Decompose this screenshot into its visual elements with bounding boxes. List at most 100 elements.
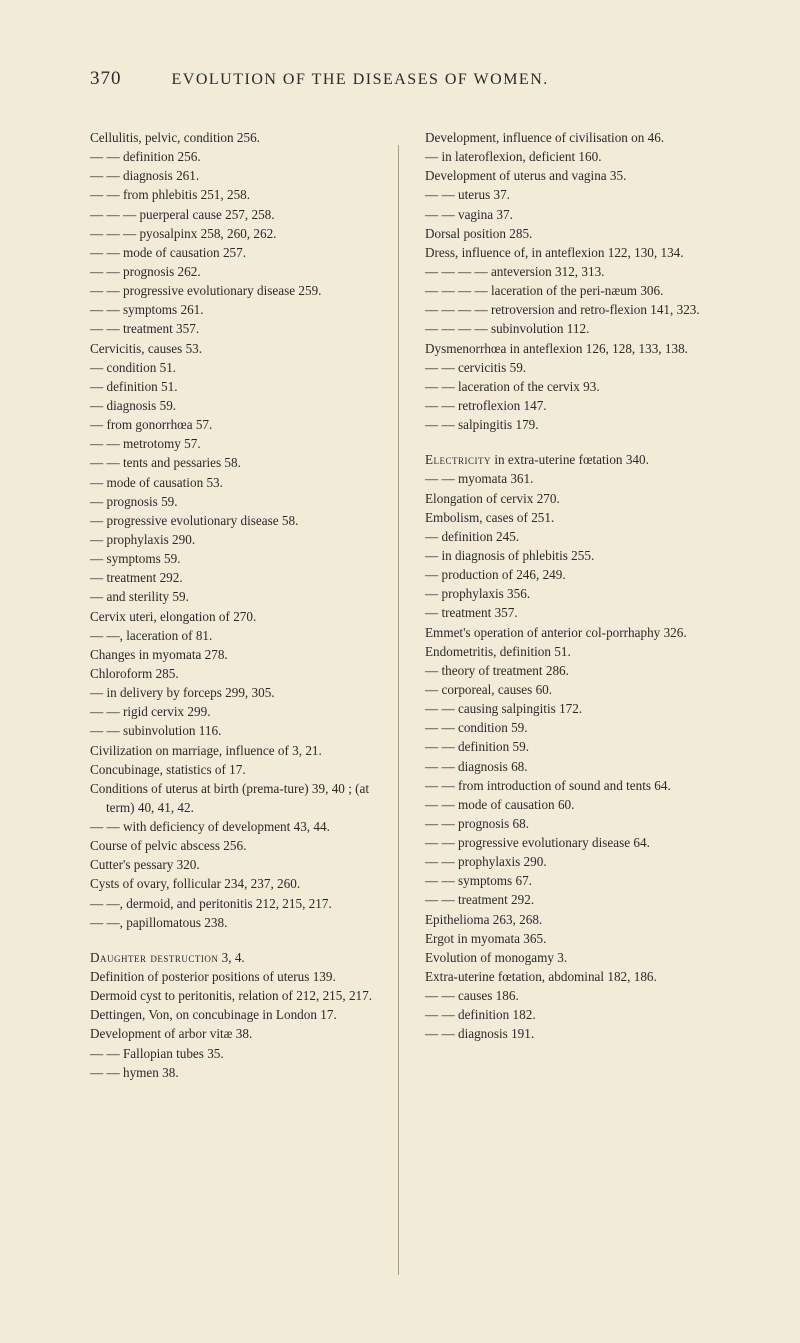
index-entry: Endometritis, definition 51. <box>425 642 732 661</box>
index-entry: — theory of treatment 286. <box>425 661 732 680</box>
index-entry: — — — pyosalpinx 258, 260, 262. <box>90 224 397 243</box>
index-entry: — —, laceration of 81. <box>90 626 397 645</box>
index-entry: — — uterus 37. <box>425 185 732 204</box>
index-entry: Changes in myomata 278. <box>90 645 397 664</box>
index-entry: — — — — retroversion and retro-flexion 1… <box>425 300 732 319</box>
index-entry: Conditions of uterus at birth (prema-tur… <box>90 779 397 817</box>
index-entry: Cysts of ovary, follicular 234, 237, 260… <box>90 874 397 893</box>
index-entry: Daughter destruction 3, 4. <box>90 948 397 967</box>
index-entry: — in lateroflexion, deficient 160. <box>425 147 732 166</box>
index-entry: — definition 51. <box>90 377 397 396</box>
index-entry: Civilization on marriage, influence of 3… <box>90 741 397 760</box>
index-entry: — — laceration of the cervix 93. <box>425 377 732 396</box>
index-entry: — corporeal, causes 60. <box>425 680 732 699</box>
index-entry: — — cervicitis 59. <box>425 358 732 377</box>
index-entry: Development, influence of civilisation o… <box>425 128 732 147</box>
index-entry: Elongation of cervix 270. <box>425 489 732 508</box>
index-entry: — — condition 59. <box>425 718 732 737</box>
index-entry: — progressive evolutionary disease 58. <box>90 511 397 530</box>
index-entry: — production of 246, 249. <box>425 565 732 584</box>
index-entry: Embolism, cases of 251. <box>425 508 732 527</box>
page-number: 370 <box>90 68 122 90</box>
index-entry: — treatment 357. <box>425 603 732 622</box>
column-divider <box>398 145 399 1275</box>
index-entry: — mode of causation 53. <box>90 473 397 492</box>
index-entry: — — tents and pessaries 58. <box>90 453 397 472</box>
index-entry: — —, dermoid, and peritonitis 212, 215, … <box>90 894 397 913</box>
index-entry: Evolution of monogamy 3. <box>425 948 732 967</box>
index-entry: — — symptoms 67. <box>425 871 732 890</box>
index-entry: — symptoms 59. <box>90 549 397 568</box>
index-entry: — — — — anteversion 312, 313. <box>425 262 732 281</box>
index-entry: Emmet's operation of anterior col-porrha… <box>425 623 732 642</box>
index-entry: — — definition 59. <box>425 737 732 756</box>
index-entry: — —, papillomatous 238. <box>90 913 397 932</box>
index-entry: — — vagina 37. <box>425 205 732 224</box>
index-entry: — — symptoms 261. <box>90 300 397 319</box>
index-entry: Development of uterus and vagina 35. <box>425 166 732 185</box>
index-entry: Cellulitis, pelvic, condition 256. <box>90 128 397 147</box>
index-entry: Ergot in myomata 365. <box>425 929 732 948</box>
index-entry: — diagnosis 59. <box>90 396 397 415</box>
index-entry: — treatment 292. <box>90 568 397 587</box>
index-entry: Course of pelvic abscess 256. <box>90 836 397 855</box>
content-columns: Cellulitis, pelvic, condition 256.— — de… <box>90 128 732 1082</box>
header-title: EVOLUTION OF THE DISEASES OF WOMEN. <box>172 71 549 89</box>
index-entry: Electricity in extra-uterine fœtation 34… <box>425 450 732 469</box>
index-entry: Chloroform 285. <box>90 664 397 683</box>
index-entry: Cervix uteri, elongation of 270. <box>90 607 397 626</box>
index-entry: Dettingen, Von, on concubinage in London… <box>90 1005 397 1024</box>
index-entry: — — progressive evolutionary disease 259… <box>90 281 397 300</box>
page-header: 370 EVOLUTION OF THE DISEASES OF WOMEN. <box>90 68 732 90</box>
index-entry: — — retroflexion 147. <box>425 396 732 415</box>
index-entry: — — hymen 38. <box>90 1063 397 1082</box>
index-entry: — in delivery by forceps 299, 305. <box>90 683 397 702</box>
index-entry: — — — — subinvolution 112. <box>425 319 732 338</box>
index-entry: — condition 51. <box>90 358 397 377</box>
index-entry: — — — puerperal cause 257, 258. <box>90 205 397 224</box>
index-entry: Dermoid cyst to peritonitis, relation of… <box>90 986 397 1005</box>
index-entry: — — with deficiency of development 43, 4… <box>90 817 397 836</box>
index-entry: — — prognosis 68. <box>425 814 732 833</box>
index-entry: — — metrotomy 57. <box>90 434 397 453</box>
index-entry: Dysmenorrhœa in anteflexion 126, 128, 13… <box>425 339 732 358</box>
index-entry: — — subinvolution 116. <box>90 721 397 740</box>
index-entry: Dress, influence of, in anteflexion 122,… <box>425 243 732 262</box>
index-entry: — — causes 186. <box>425 986 732 1005</box>
index-entry: — — causing salpingitis 172. <box>425 699 732 718</box>
index-entry: — — treatment 292. <box>425 890 732 909</box>
index-entry: — — mode of causation 60. <box>425 795 732 814</box>
index-entry: — — from phlebitis 251, 258. <box>90 185 397 204</box>
index-entry: — — from introduction of sound and tents… <box>425 776 732 795</box>
index-entry: — — diagnosis 261. <box>90 166 397 185</box>
index-entry: — prognosis 59. <box>90 492 397 511</box>
index-entry: Extra-uterine fœtation, abdominal 182, 1… <box>425 967 732 986</box>
index-entry: — — definition 182. <box>425 1005 732 1024</box>
index-entry: — — mode of causation 257. <box>90 243 397 262</box>
index-entry: — — salpingitis 179. <box>425 415 732 434</box>
index-entry: — — diagnosis 191. <box>425 1024 732 1043</box>
index-entry: Definition of posterior positions of ute… <box>90 967 397 986</box>
index-entry: Development of arbor vitæ 38. <box>90 1024 397 1043</box>
index-entry: — in diagnosis of phlebitis 255. <box>425 546 732 565</box>
index-entry: — — — — laceration of the peri-næum 306. <box>425 281 732 300</box>
right-column: Development, influence of civilisation o… <box>425 128 732 1082</box>
left-column: Cellulitis, pelvic, condition 256.— — de… <box>90 128 397 1082</box>
index-entry: — — prophylaxis 290. <box>425 852 732 871</box>
index-entry: — — rigid cervix 299. <box>90 702 397 721</box>
index-entry: — prophylaxis 356. <box>425 584 732 603</box>
index-entry: — prophylaxis 290. <box>90 530 397 549</box>
index-entry: — — definition 256. <box>90 147 397 166</box>
index-entry: — — Fallopian tubes 35. <box>90 1044 397 1063</box>
index-entry: — — diagnosis 68. <box>425 757 732 776</box>
index-entry: Cervicitis, causes 53. <box>90 339 397 358</box>
index-entry: Concubinage, statistics of 17. <box>90 760 397 779</box>
index-entry: — definition 245. <box>425 527 732 546</box>
index-entry: — — myomata 361. <box>425 469 732 488</box>
index-entry: — from gonorrhœa 57. <box>90 415 397 434</box>
index-entry: Epithelioma 263, 268. <box>425 910 732 929</box>
index-entry: — — treatment 357. <box>90 319 397 338</box>
index-entry: — and sterility 59. <box>90 587 397 606</box>
index-entry: Cutter's pessary 320. <box>90 855 397 874</box>
index-entry: — — progressive evolutionary disease 64. <box>425 833 732 852</box>
